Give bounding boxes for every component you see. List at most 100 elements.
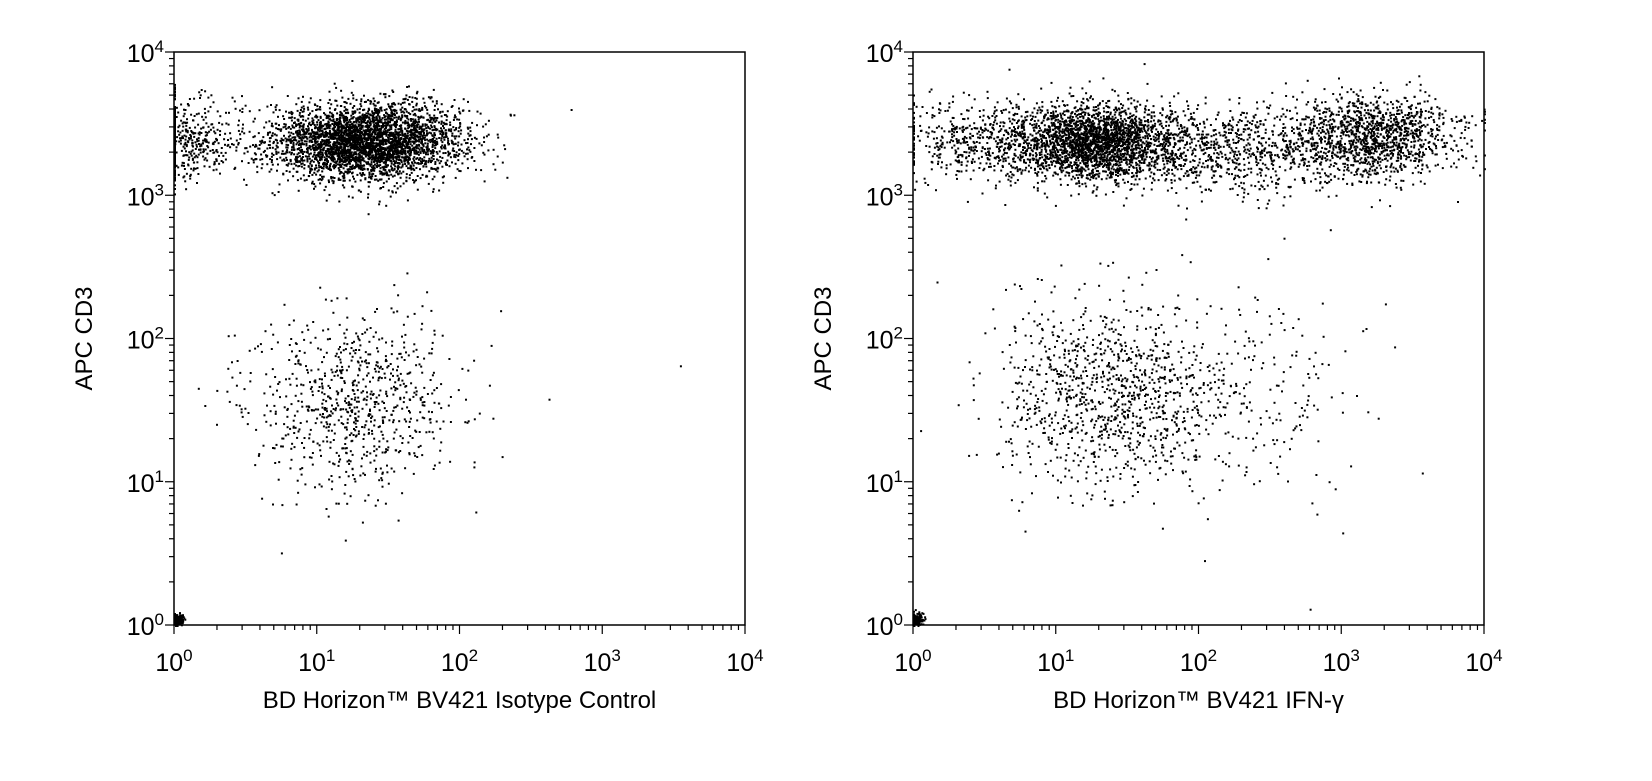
event-dot <box>382 125 384 128</box>
event-dot <box>284 152 287 155</box>
event-dot <box>375 108 378 111</box>
event-dot <box>440 160 443 163</box>
event-dot <box>347 97 350 100</box>
event-dot <box>479 112 482 115</box>
event-dot <box>328 107 331 110</box>
event-dot <box>413 112 416 115</box>
event-dot <box>367 372 370 375</box>
event-dot <box>359 137 362 140</box>
event-dot <box>190 167 193 170</box>
event-dot <box>344 138 347 141</box>
event-dot <box>307 129 310 132</box>
event-dot <box>345 171 348 174</box>
event-dot <box>360 135 363 138</box>
event-dot <box>418 120 420 123</box>
event-dot <box>340 127 343 130</box>
event-dot <box>465 152 467 155</box>
event-dot <box>390 413 393 416</box>
event-dot <box>233 168 236 170</box>
event-dot <box>339 142 342 145</box>
event-dot <box>473 359 476 362</box>
event-dot <box>388 145 391 148</box>
event-dot <box>391 169 394 172</box>
event-dot <box>414 118 417 121</box>
event-dot <box>335 99 338 102</box>
event-dot <box>333 82 336 85</box>
event-dot <box>276 158 279 161</box>
event-dot <box>344 336 347 339</box>
event-dot <box>254 153 257 156</box>
event-dot <box>406 121 409 124</box>
event-dot <box>332 136 335 139</box>
event-dot <box>352 131 355 134</box>
event-dot <box>435 102 438 105</box>
event-dot <box>356 145 359 148</box>
event-dot <box>298 129 301 132</box>
event-dot <box>450 130 453 133</box>
event-dot <box>319 99 322 102</box>
event-dot <box>398 420 401 423</box>
event-dot <box>429 159 432 162</box>
event-dot <box>358 151 361 154</box>
event-dot <box>185 124 188 127</box>
event-dot <box>367 110 370 113</box>
event-dot <box>342 179 345 182</box>
event-dot <box>443 144 446 147</box>
event-dot <box>174 163 176 165</box>
event-dot <box>363 397 366 400</box>
event-dot <box>421 124 424 127</box>
event-dot <box>352 143 355 146</box>
event-dot <box>381 138 384 141</box>
event-dot <box>383 128 386 131</box>
event-dot <box>275 150 278 153</box>
event-dot <box>410 134 413 136</box>
event-dot <box>311 155 314 158</box>
event-dot <box>374 504 377 507</box>
event-dot <box>443 123 446 126</box>
event-dot <box>235 146 238 149</box>
event-dot <box>389 153 392 156</box>
event-dot <box>308 145 311 148</box>
event-dot <box>478 412 481 415</box>
event-dot <box>270 155 273 158</box>
event-dot <box>390 154 393 156</box>
event-dot <box>280 141 283 144</box>
event-dot <box>458 153 461 156</box>
event-dot <box>380 477 383 480</box>
event-dot <box>407 127 410 130</box>
event-dot <box>183 112 186 115</box>
event-dot <box>314 138 317 141</box>
event-dot <box>333 432 336 435</box>
event-dot <box>355 141 357 144</box>
event-dot <box>305 178 308 181</box>
event-dot <box>392 146 395 149</box>
event-dot <box>301 159 304 162</box>
event-dot <box>321 177 324 180</box>
event-dot <box>440 137 443 140</box>
event-dot <box>297 152 300 155</box>
event-dot <box>391 115 394 118</box>
event-dot <box>175 140 178 143</box>
event-dot <box>467 132 470 135</box>
event-dot <box>317 347 320 350</box>
event-dot <box>442 125 444 127</box>
event-dot <box>363 119 366 122</box>
event-dot <box>227 139 229 141</box>
event-dot <box>371 432 374 435</box>
event-dot <box>423 357 426 360</box>
event-dot <box>430 352 433 355</box>
event-dot <box>416 162 419 165</box>
event-dot <box>174 158 176 161</box>
event-dot <box>231 376 234 379</box>
event-dot <box>229 132 232 135</box>
event-dot <box>359 364 362 367</box>
event-dot <box>386 146 389 149</box>
event-dot <box>427 149 430 152</box>
event-dot <box>300 158 303 160</box>
event-dot <box>328 166 331 169</box>
event-dot <box>306 130 309 133</box>
event-dot <box>371 112 374 115</box>
event-dot <box>450 139 453 142</box>
event-dot <box>299 177 302 180</box>
event-dot <box>367 161 370 164</box>
